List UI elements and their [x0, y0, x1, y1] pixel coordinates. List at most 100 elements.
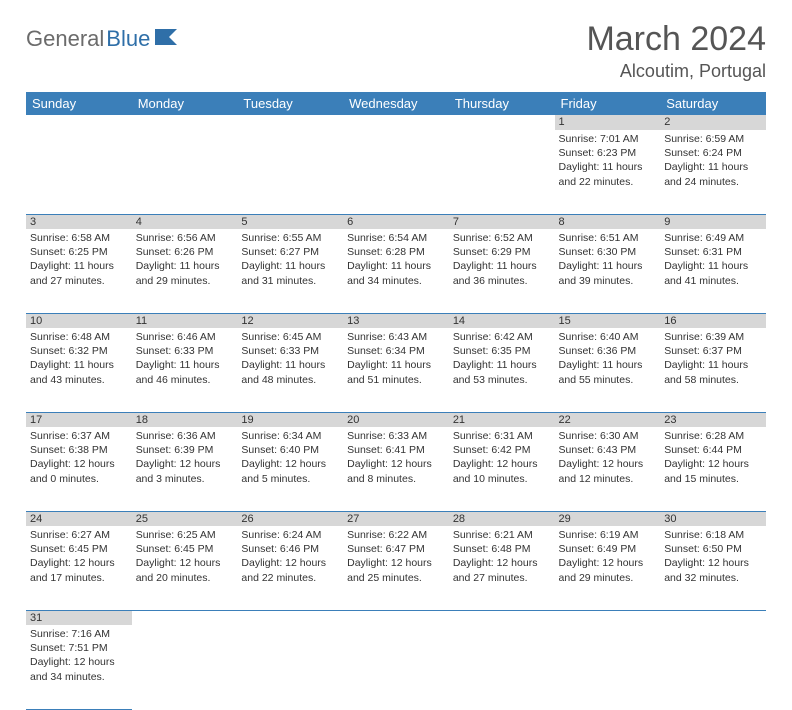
sunrise-line: Sunrise: 6:58 AM	[30, 231, 128, 245]
day-header: Saturday	[660, 92, 766, 115]
sunrise-line: Sunrise: 6:31 AM	[453, 429, 551, 443]
day-number-cell: 8	[555, 214, 661, 229]
day-content-cell	[132, 130, 238, 214]
content-row: Sunrise: 6:27 AMSunset: 6:45 PMDaylight:…	[26, 526, 766, 610]
sunset-line: Sunset: 6:34 PM	[347, 344, 445, 358]
sunset-line: Sunset: 6:47 PM	[347, 542, 445, 556]
daylight-line: Daylight: 11 hours and 53 minutes.	[453, 358, 551, 386]
day-number-cell	[449, 610, 555, 625]
sunrise-line: Sunrise: 6:30 AM	[559, 429, 657, 443]
sunset-line: Sunset: 6:27 PM	[241, 245, 339, 259]
sunset-line: Sunset: 6:24 PM	[664, 146, 762, 160]
day-content-cell: Sunrise: 6:52 AMSunset: 6:29 PMDaylight:…	[449, 229, 555, 313]
day-content-cell: Sunrise: 6:59 AMSunset: 6:24 PMDaylight:…	[660, 130, 766, 214]
sunset-line: Sunset: 6:23 PM	[559, 146, 657, 160]
day-number-cell	[237, 610, 343, 625]
sunrise-line: Sunrise: 6:43 AM	[347, 330, 445, 344]
day-content-cell: Sunrise: 6:58 AMSunset: 6:25 PMDaylight:…	[26, 229, 132, 313]
day-content-cell: Sunrise: 6:55 AMSunset: 6:27 PMDaylight:…	[237, 229, 343, 313]
day-number-cell	[449, 115, 555, 130]
daylight-line: Daylight: 11 hours and 27 minutes.	[30, 259, 128, 287]
sunset-line: Sunset: 6:31 PM	[664, 245, 762, 259]
sunrise-line: Sunrise: 6:55 AM	[241, 231, 339, 245]
content-row: Sunrise: 7:16 AMSunset: 7:51 PMDaylight:…	[26, 625, 766, 709]
day-number-cell: 12	[237, 313, 343, 328]
logo-flag-icon	[155, 27, 183, 52]
day-content-cell: Sunrise: 6:21 AMSunset: 6:48 PMDaylight:…	[449, 526, 555, 610]
day-header: Thursday	[449, 92, 555, 115]
daylight-line: Daylight: 12 hours and 27 minutes.	[453, 556, 551, 584]
logo-text-blue: Blue	[106, 26, 150, 52]
day-number-cell	[343, 115, 449, 130]
sunrise-line: Sunrise: 6:27 AM	[30, 528, 128, 542]
day-number-cell: 18	[132, 412, 238, 427]
day-content-cell: Sunrise: 6:51 AMSunset: 6:30 PMDaylight:…	[555, 229, 661, 313]
day-content-cell: Sunrise: 6:22 AMSunset: 6:47 PMDaylight:…	[343, 526, 449, 610]
day-number-cell: 26	[237, 511, 343, 526]
day-number-cell: 5	[237, 214, 343, 229]
sunrise-line: Sunrise: 6:18 AM	[664, 528, 762, 542]
daylight-line: Daylight: 12 hours and 8 minutes.	[347, 457, 445, 485]
sunset-line: Sunset: 6:36 PM	[559, 344, 657, 358]
sunset-line: Sunset: 6:33 PM	[136, 344, 234, 358]
day-content-cell: Sunrise: 6:31 AMSunset: 6:42 PMDaylight:…	[449, 427, 555, 511]
day-content-cell: Sunrise: 6:34 AMSunset: 6:40 PMDaylight:…	[237, 427, 343, 511]
title-block: March 2024 Alcoutim, Portugal	[586, 20, 766, 82]
logo-text-general: General	[26, 26, 104, 52]
daylight-line: Daylight: 11 hours and 58 minutes.	[664, 358, 762, 386]
sunset-line: Sunset: 6:33 PM	[241, 344, 339, 358]
day-number-cell: 9	[660, 214, 766, 229]
sunrise-line: Sunrise: 6:54 AM	[347, 231, 445, 245]
daylight-line: Daylight: 12 hours and 3 minutes.	[136, 457, 234, 485]
daylight-line: Daylight: 11 hours and 24 minutes.	[664, 160, 762, 188]
day-content-cell	[132, 625, 238, 709]
day-content-cell	[343, 625, 449, 709]
sunset-line: Sunset: 7:51 PM	[30, 641, 128, 655]
day-number-cell	[660, 610, 766, 625]
daylight-line: Daylight: 12 hours and 34 minutes.	[30, 655, 128, 683]
daylight-line: Daylight: 11 hours and 51 minutes.	[347, 358, 445, 386]
sunset-line: Sunset: 6:42 PM	[453, 443, 551, 457]
day-number-cell: 30	[660, 511, 766, 526]
day-number-cell: 31	[26, 610, 132, 625]
day-content-cell	[555, 625, 661, 709]
day-content-cell: Sunrise: 6:28 AMSunset: 6:44 PMDaylight:…	[660, 427, 766, 511]
daylight-line: Daylight: 12 hours and 20 minutes.	[136, 556, 234, 584]
day-content-cell: Sunrise: 6:36 AMSunset: 6:39 PMDaylight:…	[132, 427, 238, 511]
daynum-row: 31	[26, 610, 766, 625]
day-number-cell: 11	[132, 313, 238, 328]
header: General Blue March 2024 Alcoutim, Portug…	[26, 20, 766, 82]
day-number-cell: 17	[26, 412, 132, 427]
sunrise-line: Sunrise: 6:49 AM	[664, 231, 762, 245]
day-number-cell	[132, 115, 238, 130]
day-content-cell: Sunrise: 6:24 AMSunset: 6:46 PMDaylight:…	[237, 526, 343, 610]
sunrise-line: Sunrise: 6:56 AM	[136, 231, 234, 245]
day-number-cell: 15	[555, 313, 661, 328]
daylight-line: Daylight: 11 hours and 55 minutes.	[559, 358, 657, 386]
daylight-line: Daylight: 11 hours and 41 minutes.	[664, 259, 762, 287]
day-number-cell	[237, 115, 343, 130]
sunrise-line: Sunrise: 6:46 AM	[136, 330, 234, 344]
day-header-row: SundayMondayTuesdayWednesdayThursdayFrid…	[26, 92, 766, 115]
day-content-cell	[449, 625, 555, 709]
day-content-cell: Sunrise: 6:42 AMSunset: 6:35 PMDaylight:…	[449, 328, 555, 412]
day-header: Sunday	[26, 92, 132, 115]
sunrise-line: Sunrise: 6:45 AM	[241, 330, 339, 344]
day-number-cell: 22	[555, 412, 661, 427]
logo: General Blue	[26, 26, 183, 52]
daynum-row: 10111213141516	[26, 313, 766, 328]
day-number-cell: 4	[132, 214, 238, 229]
sunrise-line: Sunrise: 6:34 AM	[241, 429, 339, 443]
sunset-line: Sunset: 6:32 PM	[30, 344, 128, 358]
daylight-line: Daylight: 12 hours and 22 minutes.	[241, 556, 339, 584]
day-content-cell: Sunrise: 7:16 AMSunset: 7:51 PMDaylight:…	[26, 625, 132, 709]
day-number-cell: 2	[660, 115, 766, 130]
page-title: March 2024	[586, 20, 766, 59]
sunrise-line: Sunrise: 6:21 AM	[453, 528, 551, 542]
sunrise-line: Sunrise: 6:39 AM	[664, 330, 762, 344]
daylight-line: Daylight: 11 hours and 34 minutes.	[347, 259, 445, 287]
day-content-cell: Sunrise: 6:19 AMSunset: 6:49 PMDaylight:…	[555, 526, 661, 610]
day-content-cell	[449, 130, 555, 214]
daylight-line: Daylight: 11 hours and 22 minutes.	[559, 160, 657, 188]
daylight-line: Daylight: 12 hours and 25 minutes.	[347, 556, 445, 584]
